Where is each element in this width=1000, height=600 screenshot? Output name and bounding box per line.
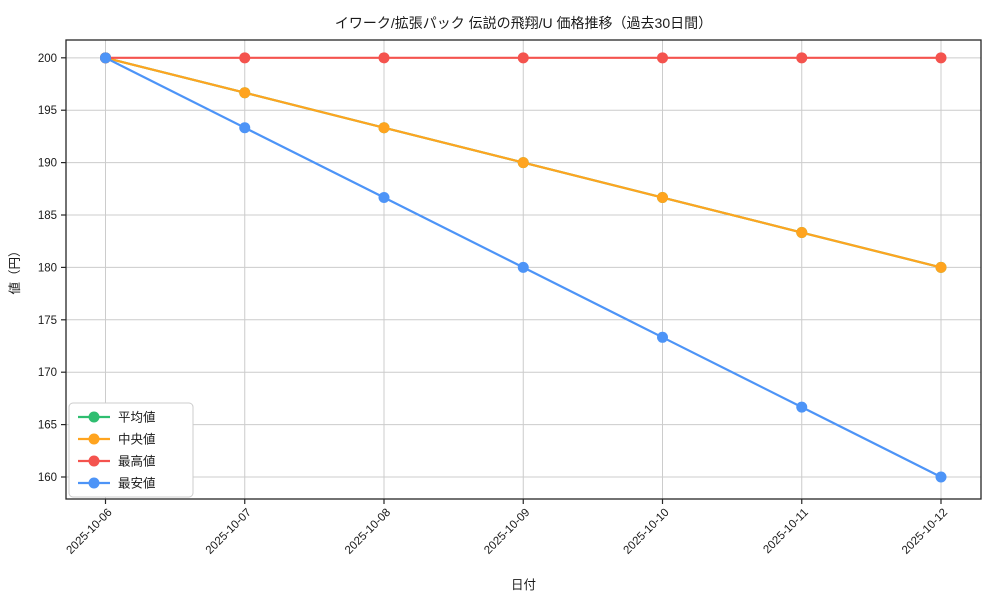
legend-label: 平均値 <box>118 410 156 425</box>
y-tick-label: 195 <box>38 105 57 117</box>
data-point-marker <box>657 331 668 343</box>
data-point-marker <box>378 192 390 204</box>
series-中央値 <box>100 52 947 273</box>
data-point-marker <box>935 471 947 483</box>
y-tick-label: 170 <box>38 367 57 379</box>
data-point-marker <box>239 52 251 64</box>
x-tick-label: 2025-10-09 <box>482 507 532 557</box>
legend-sample-marker <box>88 433 100 445</box>
y-tick-label: 175 <box>38 315 57 327</box>
y-tick-label: 200 <box>38 53 57 65</box>
legend-sample-marker <box>88 455 100 467</box>
legend-box <box>68 402 194 498</box>
y-tick-label: 160 <box>38 472 57 484</box>
legend-sample-marker <box>88 477 100 489</box>
x-tick-label: 2025-10-11 <box>761 507 810 556</box>
legend-label: 最安値 <box>118 476 156 491</box>
data-point-marker <box>517 52 529 64</box>
data-point-marker <box>796 401 808 413</box>
y-tick-label: 180 <box>38 262 57 274</box>
data-point-marker <box>517 261 529 273</box>
y-axis-label: 値（円） <box>7 244 22 294</box>
series-最高値 <box>100 52 947 64</box>
y-tick-label: 165 <box>38 420 57 432</box>
data-point-marker <box>517 157 529 169</box>
chart-title: イワーク/拡張パック 伝説の飛翔/U 価格推移（過去30日間） <box>335 15 712 31</box>
legend-label: 中央値 <box>118 432 156 447</box>
y-tick-label: 185 <box>38 210 57 222</box>
data-point-marker <box>239 87 251 99</box>
x-tick-label: 2025-10-07 <box>204 507 254 557</box>
data-point-marker <box>935 261 947 273</box>
x-tick-label: 2025-10-08 <box>343 507 393 557</box>
data-point-marker <box>378 122 390 134</box>
legend-sample-marker <box>88 411 100 423</box>
data-point-marker <box>796 227 808 239</box>
data-point-marker <box>100 52 111 64</box>
data-point-marker <box>657 192 668 204</box>
x-tick-label: 2025-10-10 <box>622 507 672 557</box>
y-tick-label: 190 <box>38 158 57 170</box>
x-tick-label: 2025-10-06 <box>65 507 115 557</box>
data-point-marker <box>935 52 947 64</box>
data-point-marker <box>796 52 808 64</box>
legend-label: 最高値 <box>118 454 156 469</box>
x-tick-label: 2025-10-12 <box>900 507 950 557</box>
data-point-marker <box>378 52 390 64</box>
x-axis-label: 日付 <box>511 578 536 592</box>
data-point-marker <box>657 52 668 64</box>
series-最安値 <box>100 52 947 483</box>
data-point-marker <box>239 122 251 134</box>
